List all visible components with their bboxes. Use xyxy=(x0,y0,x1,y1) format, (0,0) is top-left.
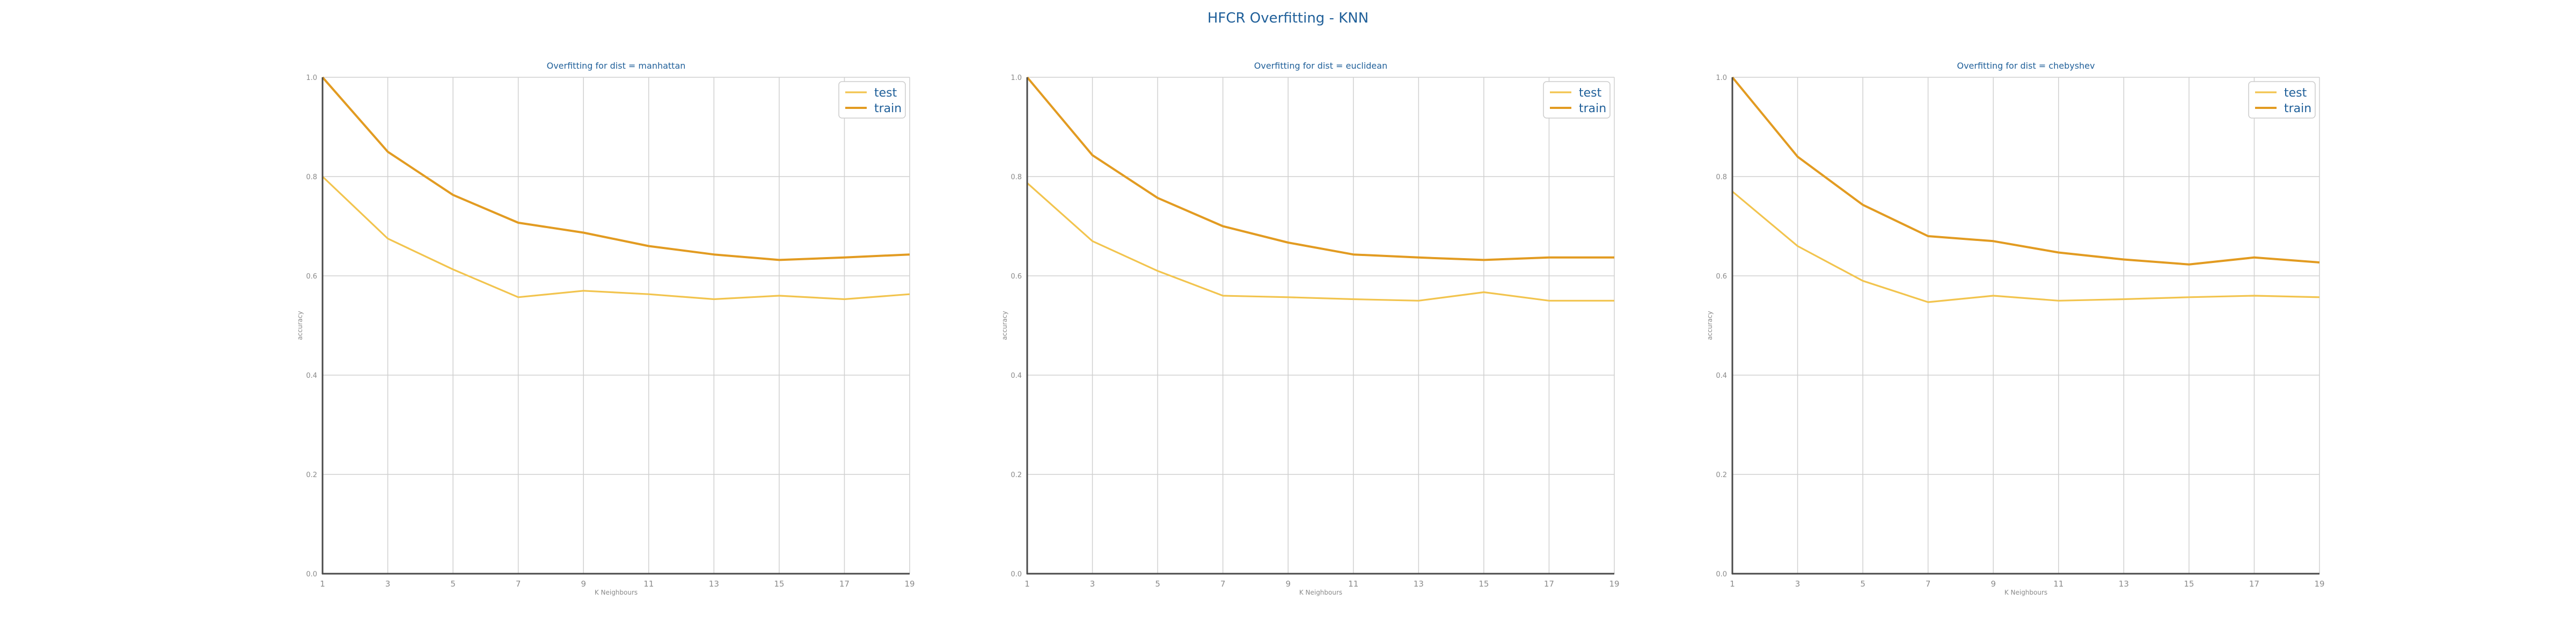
legend-label: train xyxy=(874,102,902,115)
y-tick-label: 0.2 xyxy=(1011,471,1022,479)
x-tick-label: 9 xyxy=(1990,579,1996,589)
y-tick-label: 0.4 xyxy=(306,372,317,380)
subplot-title: Overfitting for dist = euclidean xyxy=(1254,61,1387,71)
subplot-1: 1 3 5 7 9 11 13 15 17 190.00.20.40.60.81.0Overfit… xyxy=(296,61,915,596)
subplot-title: Overfitting for dist = chebyshev xyxy=(1957,61,2095,71)
y-tick-label: 0.0 xyxy=(1011,570,1022,579)
y-tick-label: 1.0 xyxy=(1716,74,1727,82)
x-tick-label: 9 xyxy=(581,579,586,589)
x-axis-label: K Neighbours xyxy=(1299,589,1342,596)
y-tick-label: 1.0 xyxy=(306,74,317,82)
y-tick-label: 0.2 xyxy=(306,471,317,479)
x-tick-label: 17 xyxy=(839,579,850,589)
series-line-train xyxy=(321,76,910,261)
x-axis-label: K Neighbours xyxy=(595,589,638,596)
y-tick-label: 1.0 xyxy=(1011,74,1022,82)
y-tick-label: 0.6 xyxy=(1716,273,1727,281)
figure-title: HFCR Overfitting - KNN xyxy=(1208,10,1368,26)
series-line-train xyxy=(1731,76,2320,266)
x-axis-label: K Neighbours xyxy=(2004,589,2047,596)
x-tick-label: 1 xyxy=(320,579,325,589)
x-tick-label: 19 xyxy=(2314,579,2324,589)
y-tick-label: 0.6 xyxy=(306,273,317,281)
x-tick-label: 7 xyxy=(1220,579,1226,589)
x-tick-label: 11 xyxy=(643,579,654,589)
legend-label: train xyxy=(1579,102,1606,115)
x-tick-label: 5 xyxy=(1860,579,1865,589)
x-tick-label: 1 xyxy=(1024,579,1030,589)
series-line-test xyxy=(1026,182,1614,302)
x-tick-label: 3 xyxy=(1090,579,1095,589)
x-tick-label: 19 xyxy=(904,579,914,589)
legend-label: test xyxy=(1579,86,1602,100)
x-tick-label: 11 xyxy=(2053,579,2063,589)
y-tick-label: 0.6 xyxy=(1011,273,1022,281)
x-tick-label: 5 xyxy=(1155,579,1160,589)
series-line-test xyxy=(321,175,910,301)
x-tick-label: 11 xyxy=(1348,579,1358,589)
x-tick-label: 3 xyxy=(1795,579,1801,589)
y-tick-label: 0.4 xyxy=(1716,372,1727,380)
x-tick-label: 3 xyxy=(385,579,391,589)
y-tick-label: 0.0 xyxy=(1716,570,1727,579)
x-tick-label: 17 xyxy=(1544,579,1554,589)
x-tick-label: 5 xyxy=(450,579,456,589)
legend: test train xyxy=(2248,81,2316,119)
y-tick-label: 0.2 xyxy=(1716,471,1727,479)
subplot-2: 1 3 5 7 9 11 13 15 17 190.00.20.40.60.81.0Overfit… xyxy=(1001,61,1620,596)
y-tick-label: 0.8 xyxy=(306,173,317,181)
subplots: 1 3 5 7 9 11 13 15 17 190.00.20.40.60.81.0Overfit… xyxy=(296,61,2325,596)
x-tick-label: 13 xyxy=(709,579,719,589)
x-tick-label: 9 xyxy=(1285,579,1291,589)
legend-label: train xyxy=(2284,102,2311,115)
legend: test train xyxy=(838,81,906,119)
x-tick-label: 7 xyxy=(516,579,521,589)
y-tick-label: 0.0 xyxy=(306,570,317,579)
series-line-test xyxy=(1731,191,2320,303)
x-tick-label: 1 xyxy=(1730,579,1735,589)
x-tick-label: 15 xyxy=(2184,579,2194,589)
legend-label: test xyxy=(874,86,897,100)
series-line-train xyxy=(1026,76,1614,261)
y-tick-label: 0.8 xyxy=(1716,173,1727,181)
y-tick-label: 0.4 xyxy=(1011,372,1022,380)
legend: test train xyxy=(1543,81,1611,119)
x-tick-label: 17 xyxy=(2249,579,2259,589)
x-tick-label: 13 xyxy=(1414,579,1424,589)
x-tick-label: 15 xyxy=(1479,579,1489,589)
y-axis-label: accuracy xyxy=(1001,311,1008,340)
subplot-title: Overfitting for dist = manhattan xyxy=(547,61,686,71)
y-axis-label: accuracy xyxy=(1706,311,1714,340)
x-tick-label: 15 xyxy=(774,579,784,589)
x-tick-label: 7 xyxy=(1926,579,1931,589)
subplot-3: 1 3 5 7 9 11 13 15 17 190.00.20.40.60.81.0Overfit… xyxy=(1706,61,2325,596)
legend-label: test xyxy=(2284,86,2307,100)
y-axis-label: accuracy xyxy=(296,311,304,340)
x-tick-label: 13 xyxy=(2119,579,2129,589)
x-tick-label: 19 xyxy=(1609,579,1619,589)
y-tick-label: 0.8 xyxy=(1011,173,1022,181)
